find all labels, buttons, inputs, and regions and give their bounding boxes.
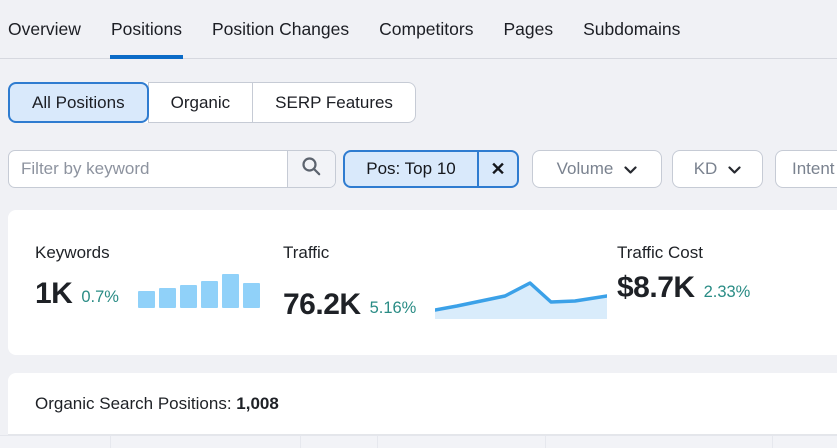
- intent-filter-dropdown[interactable]: Intent: [775, 150, 837, 188]
- column-divider: [377, 436, 378, 448]
- tab-competitors[interactable]: Competitors: [379, 18, 474, 39]
- chevron-down-icon: [728, 159, 741, 179]
- organic-positions-title: Organic Search Positions: 1,008: [35, 394, 279, 414]
- filter-row: Pos: Top 10 ✕ Volume KD Intent: [0, 150, 837, 188]
- tab-pages[interactable]: Pages: [503, 18, 554, 39]
- chip-divider: [477, 152, 479, 186]
- chevron-down-icon: [624, 159, 637, 179]
- organic-positions-label: Organic Search Positions:: [35, 394, 232, 413]
- traffic-cost-stat-change: 2.33%: [703, 282, 751, 301]
- keywords-stat-label: Keywords: [35, 243, 110, 262]
- kd-filter-dropdown[interactable]: KD: [672, 150, 763, 188]
- kd-dropdown-label: KD: [693, 159, 718, 178]
- organic-positions-card: Organic Search Positions: 1,008: [8, 373, 837, 435]
- tab-subdomains[interactable]: Subdomains: [583, 18, 681, 39]
- column-divider: [545, 436, 546, 448]
- traffic-trend-chart: [435, 281, 608, 319]
- volume-dropdown-label: Volume: [556, 159, 614, 178]
- keywords-stat: Keywords 1K 0.7%: [35, 243, 260, 308]
- intent-dropdown-label: Intent: [792, 159, 835, 178]
- keywords-trend-chart: [137, 274, 260, 308]
- report-tabs: Overview Positions Position Changes Comp…: [0, 0, 837, 59]
- keywords-stat-value: 1K: [35, 276, 73, 310]
- column-divider: [300, 436, 301, 448]
- segment-organic[interactable]: Organic: [147, 82, 254, 123]
- segment-serp-features[interactable]: SERP Features: [252, 82, 416, 123]
- summary-stats-card: Keywords 1K 0.7% Traffic 76.2K 5.16% Tra…: [8, 210, 837, 355]
- tab-positions[interactable]: Positions: [109, 0, 183, 59]
- traffic-cost-stat: Traffic Cost $8.7K 2.33%: [617, 243, 750, 303]
- traffic-stat: Traffic 76.2K 5.16%: [283, 243, 608, 321]
- position-type-segmented-control: All Positions Organic SERP Features: [8, 82, 416, 123]
- organic-positions-count: 1,008: [236, 394, 279, 413]
- chip-label: Pos: Top 10: [366, 159, 456, 178]
- tab-overview[interactable]: Overview: [8, 18, 81, 39]
- keyword-search-button[interactable]: [287, 151, 335, 187]
- volume-filter-dropdown[interactable]: Volume: [532, 150, 662, 188]
- traffic-stat-label: Traffic: [283, 243, 330, 262]
- keyword-filter: [8, 150, 336, 188]
- column-divider: [110, 436, 111, 448]
- traffic-stat-value: 76.2K: [283, 287, 361, 321]
- keywords-stat-change: 0.7%: [81, 288, 119, 306]
- traffic-cost-stat-value: $8.7K: [617, 271, 695, 304]
- chip-close-icon[interactable]: ✕: [490, 159, 506, 179]
- positions-table-header: [0, 435, 837, 448]
- search-icon: [301, 156, 322, 182]
- keyword-filter-input[interactable]: [9, 151, 287, 187]
- position-filter-chip[interactable]: Pos: Top 10 ✕: [343, 150, 519, 188]
- tab-position-changes[interactable]: Position Changes: [211, 18, 350, 39]
- traffic-stat-change: 5.16%: [369, 299, 417, 317]
- segment-all-positions[interactable]: All Positions: [8, 82, 149, 123]
- traffic-cost-stat-label: Traffic Cost: [617, 243, 703, 262]
- column-divider: [772, 436, 773, 448]
